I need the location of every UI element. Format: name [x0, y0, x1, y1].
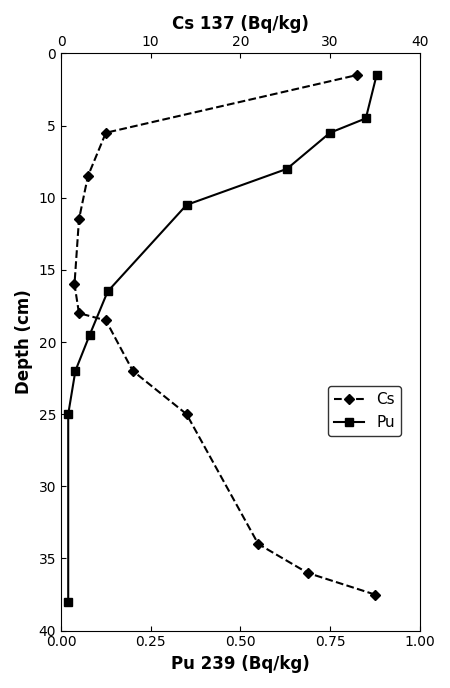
- X-axis label: Pu 239 (Bq/kg): Pu 239 (Bq/kg): [171, 655, 310, 673]
- Y-axis label: Depth (cm): Depth (cm): [15, 290, 33, 394]
- Legend: Cs, Pu: Cs, Pu: [328, 387, 401, 436]
- X-axis label: Cs 137 (Bq/kg): Cs 137 (Bq/kg): [172, 15, 309, 33]
